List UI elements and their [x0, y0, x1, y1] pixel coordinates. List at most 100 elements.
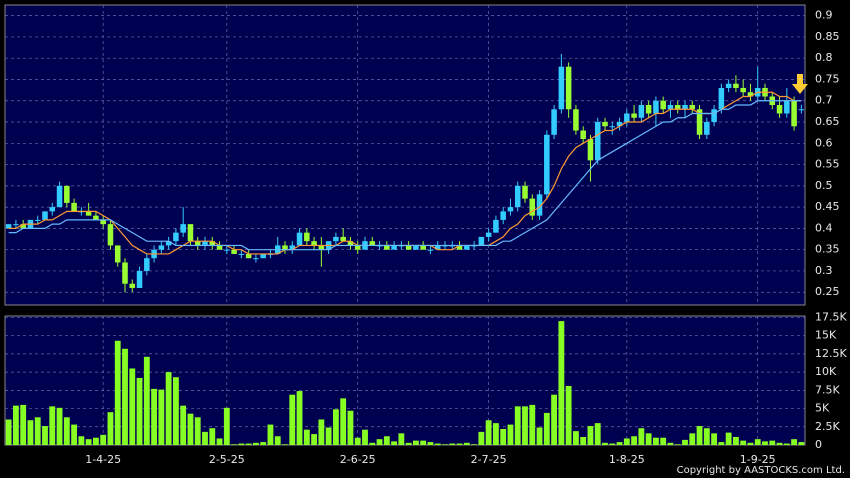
candle-body	[64, 185, 70, 203]
copyright: Copyright by AASTOCKS.com Ltd.	[677, 465, 845, 476]
candle-body	[507, 207, 514, 212]
candle-body	[493, 219, 499, 233]
candle-body	[798, 109, 805, 111]
volume-bar	[49, 406, 56, 445]
volume-bar	[493, 423, 499, 445]
volume-bar	[703, 428, 710, 445]
y-tick-label: 0.8	[815, 51, 833, 64]
candle-body	[114, 245, 121, 263]
volume-bar	[536, 427, 543, 445]
x-tick-label: 2-5-25	[209, 453, 245, 466]
volume-bar	[798, 442, 805, 445]
candle-body	[56, 185, 63, 208]
price-panel	[4, 4, 806, 306]
y-tick-label: 0.75	[815, 72, 840, 85]
candle-body	[456, 245, 463, 250]
y-tick-label: 0.55	[815, 158, 840, 171]
volume-bar	[260, 442, 267, 445]
candle-body	[725, 83, 732, 88]
y-tick-label: 2.5K	[815, 420, 840, 433]
candle-body	[594, 122, 601, 161]
y-tick-label: 15K	[815, 329, 837, 342]
y-tick-label: 5K	[815, 402, 830, 415]
volume-bar	[463, 442, 470, 445]
candle-body	[122, 262, 128, 284]
candle-body	[464, 245, 470, 250]
candle-body	[93, 215, 99, 220]
candle-body	[427, 249, 434, 251]
candle-body	[311, 241, 317, 246]
y-tick-label: 0.6	[815, 136, 833, 149]
arrow-marker	[792, 74, 808, 94]
volume-bar	[151, 388, 157, 445]
volume-bar	[136, 377, 143, 445]
candle-body	[333, 236, 339, 242]
volume-bar	[245, 443, 252, 445]
candle-body	[304, 232, 310, 242]
volume-bar	[471, 444, 477, 445]
candle-body	[682, 105, 688, 110]
y-tick-label: 7.5K	[815, 383, 840, 396]
candle-body	[260, 253, 266, 259]
candle-body	[173, 232, 179, 242]
volume-bar	[733, 436, 739, 445]
volume-bar	[173, 377, 179, 445]
volume-bar	[85, 439, 92, 445]
volume-bar	[754, 439, 761, 445]
candle-body	[405, 245, 412, 250]
candle-body	[253, 258, 259, 260]
candle-body	[420, 245, 426, 250]
candle-body	[624, 113, 630, 123]
volume-bar	[405, 442, 412, 445]
candle-body	[514, 185, 521, 208]
candle-body	[13, 224, 19, 226]
candle-body	[49, 207, 56, 212]
volume-bar	[602, 442, 608, 445]
candle-body	[216, 245, 223, 250]
volume-bar	[485, 420, 492, 445]
volume-bar	[565, 385, 572, 445]
volume-bar	[682, 439, 688, 445]
volume-bar	[231, 444, 237, 445]
candle-body	[565, 66, 572, 110]
volume-bar	[449, 443, 456, 445]
volume-bar	[311, 434, 317, 445]
candle-body	[478, 236, 485, 246]
y-tick-label: 0.4	[815, 221, 833, 234]
volume-bar	[543, 412, 550, 445]
candle-body	[551, 109, 557, 135]
volume-bar	[762, 441, 768, 445]
volume-bar	[769, 440, 776, 445]
volume-bar	[13, 405, 19, 445]
volume-bar	[522, 406, 528, 445]
y-tick-label: 10K	[815, 365, 837, 378]
y-tick-label: 0	[815, 438, 822, 451]
volume-bar	[587, 426, 594, 445]
candle-body	[209, 241, 216, 246]
candle-body	[573, 109, 579, 131]
volume-bar	[223, 407, 230, 445]
volume-bar	[514, 406, 521, 445]
moving-average-line	[8, 100, 802, 251]
candle-body	[616, 122, 623, 127]
y-tick-label: 0.85	[815, 30, 840, 43]
volume-bar	[27, 420, 34, 445]
candle-body	[100, 219, 106, 225]
volume-bar	[391, 441, 397, 445]
candle-body	[522, 185, 528, 199]
candle-body	[391, 245, 397, 250]
volume-bar	[143, 356, 150, 445]
candle-body	[165, 241, 172, 246]
volume-bar	[34, 417, 41, 445]
volume-bar	[158, 389, 165, 445]
volume-bar	[507, 424, 514, 445]
volume-bar	[529, 404, 536, 445]
volume-bar	[427, 442, 434, 445]
candle-body	[194, 241, 201, 246]
volume-bar	[376, 439, 383, 445]
volume-bar	[631, 436, 637, 445]
candle-body	[711, 109, 717, 123]
volume-bar	[500, 428, 507, 445]
candle-body	[238, 253, 245, 255]
